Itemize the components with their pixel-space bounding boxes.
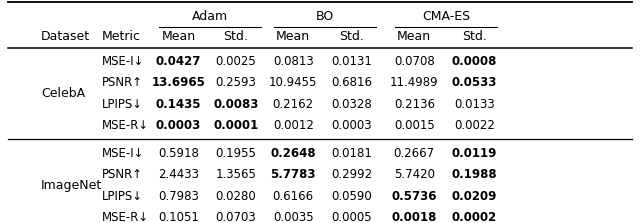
Text: 0.0328: 0.0328 — [332, 98, 372, 111]
Text: 0.2162: 0.2162 — [273, 98, 314, 111]
Text: 0.5918: 0.5918 — [158, 147, 199, 159]
Text: LPIPS↓: LPIPS↓ — [102, 190, 143, 203]
Text: 0.0003: 0.0003 — [156, 119, 201, 132]
Text: MSE-I↓: MSE-I↓ — [102, 55, 145, 68]
Text: 0.0533: 0.0533 — [452, 76, 497, 89]
Text: 0.0035: 0.0035 — [273, 211, 314, 223]
Text: Dataset: Dataset — [41, 30, 90, 43]
Text: 0.2593: 0.2593 — [216, 76, 257, 89]
Text: BO: BO — [316, 10, 334, 23]
Text: 5.7420: 5.7420 — [394, 168, 435, 181]
Text: 0.6166: 0.6166 — [273, 190, 314, 203]
Text: Std.: Std. — [223, 30, 248, 43]
Text: 0.0119: 0.0119 — [452, 147, 497, 159]
Text: 0.0012: 0.0012 — [273, 119, 314, 132]
Text: MSE-R↓: MSE-R↓ — [102, 211, 149, 223]
Text: 0.1988: 0.1988 — [451, 168, 497, 181]
Text: 0.0813: 0.0813 — [273, 55, 314, 68]
Text: 0.0131: 0.0131 — [332, 55, 372, 68]
Text: 2.4433: 2.4433 — [158, 168, 199, 181]
Text: 0.5736: 0.5736 — [392, 190, 437, 203]
Text: PSNR↑: PSNR↑ — [102, 168, 143, 181]
Text: Adam: Adam — [193, 10, 228, 23]
Text: 0.1435: 0.1435 — [156, 98, 202, 111]
Text: 0.0209: 0.0209 — [452, 190, 497, 203]
Text: 1.3565: 1.3565 — [216, 168, 257, 181]
Text: 0.2648: 0.2648 — [271, 147, 316, 159]
Text: ImageNet: ImageNet — [41, 179, 102, 192]
Text: 0.2667: 0.2667 — [394, 147, 435, 159]
Text: 0.0083: 0.0083 — [213, 98, 259, 111]
Text: CMA-ES: CMA-ES — [422, 10, 470, 23]
Text: 0.0003: 0.0003 — [332, 119, 372, 132]
Text: 0.2992: 0.2992 — [332, 168, 372, 181]
Text: 0.7983: 0.7983 — [158, 190, 199, 203]
Text: 0.0427: 0.0427 — [156, 55, 201, 68]
Text: 0.0133: 0.0133 — [454, 98, 495, 111]
Text: Std.: Std. — [462, 30, 486, 43]
Text: CelebA: CelebA — [41, 87, 85, 100]
Text: 0.2136: 0.2136 — [394, 98, 435, 111]
Text: Metric: Metric — [102, 30, 141, 43]
Text: Mean: Mean — [397, 30, 431, 43]
Text: LPIPS↓: LPIPS↓ — [102, 98, 143, 111]
Text: 0.0025: 0.0025 — [216, 55, 256, 68]
Text: 0.0005: 0.0005 — [332, 211, 372, 223]
Text: 0.0015: 0.0015 — [394, 119, 435, 132]
Text: 0.0002: 0.0002 — [452, 211, 497, 223]
Text: MSE-R↓: MSE-R↓ — [102, 119, 149, 132]
Text: 0.1955: 0.1955 — [216, 147, 257, 159]
Text: PSNR↑: PSNR↑ — [102, 76, 143, 89]
Text: 0.0708: 0.0708 — [394, 55, 435, 68]
Text: 11.4989: 11.4989 — [390, 76, 438, 89]
Text: Mean: Mean — [161, 30, 196, 43]
Text: 0.0703: 0.0703 — [216, 211, 256, 223]
Text: 0.0181: 0.0181 — [332, 147, 372, 159]
Text: 0.0280: 0.0280 — [216, 190, 256, 203]
Text: MSE-I↓: MSE-I↓ — [102, 147, 145, 159]
Text: 0.0001: 0.0001 — [213, 119, 259, 132]
Text: 10.9455: 10.9455 — [269, 76, 317, 89]
Text: 0.1051: 0.1051 — [158, 211, 199, 223]
Text: Mean: Mean — [276, 30, 310, 43]
Text: 0.0590: 0.0590 — [332, 190, 372, 203]
Text: 0.0008: 0.0008 — [452, 55, 497, 68]
Text: 0.0022: 0.0022 — [454, 119, 495, 132]
Text: 0.0018: 0.0018 — [392, 211, 437, 223]
Text: Std.: Std. — [339, 30, 364, 43]
Text: 13.6965: 13.6965 — [152, 76, 205, 89]
Text: 0.6816: 0.6816 — [332, 76, 372, 89]
Text: 5.7783: 5.7783 — [271, 168, 316, 181]
